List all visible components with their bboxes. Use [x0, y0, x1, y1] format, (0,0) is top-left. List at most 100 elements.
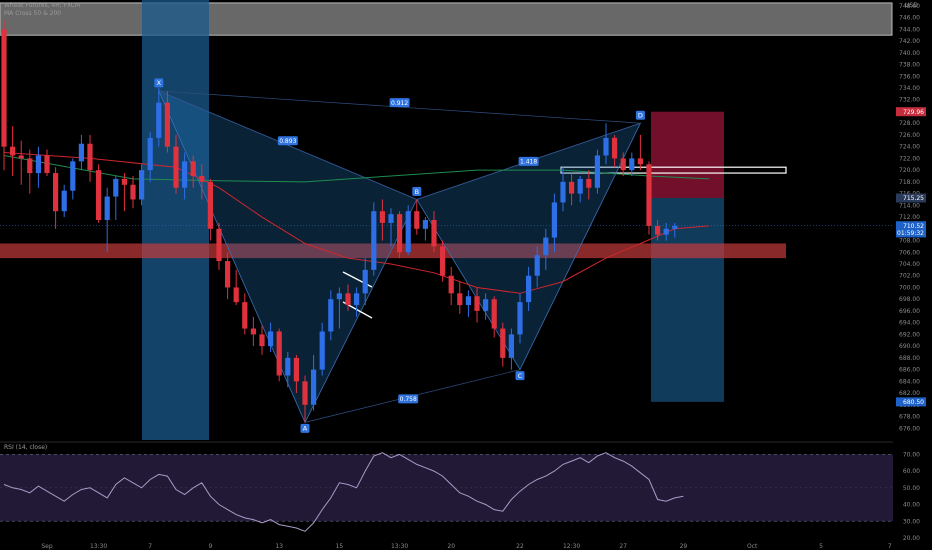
- price-marker[interactable]: [896, 397, 926, 407]
- candle-body[interactable]: [500, 328, 506, 358]
- candle-body[interactable]: [293, 357, 299, 382]
- candle-body[interactable]: [27, 158, 33, 174]
- symbol-legend[interactable]: Wheat Futures, 4H, FXCM: [4, 2, 81, 9]
- candle-body[interactable]: [311, 369, 317, 405]
- candle-body[interactable]: [431, 220, 437, 247]
- candle-body[interactable]: [173, 146, 179, 188]
- candle-body[interactable]: [53, 173, 59, 212]
- candle-body[interactable]: [336, 293, 342, 300]
- candle-body[interactable]: [388, 214, 394, 223]
- candle-body[interactable]: [259, 334, 265, 347]
- time-highlight-zone[interactable]: [142, 0, 209, 440]
- candle-body[interactable]: [637, 158, 643, 165]
- price-marker[interactable]: [896, 228, 926, 238]
- candle-body[interactable]: [465, 296, 471, 306]
- candle-body[interactable]: [96, 170, 102, 220]
- candle-body[interactable]: [354, 293, 360, 306]
- candle-body[interactable]: [328, 299, 334, 332]
- price-marker[interactable]: [896, 193, 926, 203]
- candle-body[interactable]: [551, 202, 557, 238]
- candle-body[interactable]: [655, 225, 661, 235]
- candle-body[interactable]: [104, 196, 110, 220]
- candle-body[interactable]: [362, 269, 368, 294]
- candle-body[interactable]: [302, 381, 308, 405]
- candle-body[interactable]: [121, 178, 127, 185]
- candle-body[interactable]: [620, 158, 626, 171]
- candle-body[interactable]: [78, 143, 84, 162]
- price-marker[interactable]: [896, 221, 926, 231]
- candles-layer[interactable]: [1, 20, 678, 423]
- candle-body[interactable]: [182, 161, 188, 188]
- price-tick-label: 684.00: [899, 378, 920, 385]
- indicator-legend[interactable]: MA Cross 50 & 200: [4, 10, 62, 17]
- candle-body[interactable]: [233, 287, 239, 303]
- candle-body[interactable]: [508, 334, 514, 358]
- candle-body[interactable]: [70, 161, 76, 191]
- stop-loss-zone[interactable]: [651, 111, 724, 198]
- candle-body[interactable]: [663, 228, 669, 235]
- candle-body[interactable]: [629, 158, 635, 171]
- candle-body[interactable]: [379, 211, 385, 223]
- candle-body[interactable]: [207, 181, 213, 229]
- candle-body[interactable]: [422, 220, 428, 229]
- candle-body[interactable]: [139, 170, 145, 200]
- candle-body[interactable]: [474, 296, 480, 311]
- candle-body[interactable]: [113, 178, 119, 197]
- candle-body[interactable]: [268, 331, 274, 347]
- candle-body[interactable]: [397, 214, 403, 253]
- candle-body[interactable]: [199, 176, 205, 182]
- candle-body[interactable]: [440, 246, 446, 276]
- candle-body[interactable]: [586, 178, 592, 188]
- time-axis[interactable]: Sep 13:30 7 9 13 15 13:30 20 22 12:30 27 29 Oct 5 7: [0, 541, 932, 550]
- price-tick-label: 708.00: [899, 238, 920, 245]
- candle-body[interactable]: [646, 164, 652, 226]
- candle-body[interactable]: [147, 137, 153, 171]
- candle-body[interactable]: [345, 293, 351, 306]
- rsi-legend[interactable]: RSI (14, close): [4, 444, 48, 451]
- candle-body[interactable]: [87, 143, 93, 171]
- candle-body[interactable]: [612, 137, 618, 159]
- candle-body[interactable]: [534, 255, 540, 276]
- candle-body[interactable]: [285, 357, 291, 376]
- candle-body[interactable]: [526, 275, 532, 303]
- candle-body[interactable]: [491, 299, 497, 329]
- candle-body[interactable]: [543, 237, 549, 256]
- candle-body[interactable]: [190, 161, 196, 176]
- candle-body[interactable]: [405, 211, 411, 253]
- candle-body[interactable]: [569, 181, 575, 194]
- candle-body[interactable]: [560, 181, 566, 203]
- price-marker[interactable]: [896, 107, 926, 117]
- candle-body[interactable]: [164, 102, 170, 147]
- candle-body[interactable]: [10, 146, 16, 156]
- top-box[interactable]: [0, 2, 893, 36]
- candle-body[interactable]: [61, 190, 67, 212]
- candle-body[interactable]: [603, 137, 609, 156]
- candle-body[interactable]: [156, 102, 162, 138]
- candle-body[interactable]: [35, 155, 41, 174]
- candle-body[interactable]: [276, 331, 282, 376]
- candle-body[interactable]: [1, 29, 7, 147]
- candle-body[interactable]: [594, 155, 600, 188]
- take-profit-zone[interactable]: [651, 198, 724, 402]
- candle-body[interactable]: [242, 302, 248, 329]
- candle-body[interactable]: [371, 211, 377, 270]
- candle-body[interactable]: [44, 155, 50, 174]
- rsi-pane[interactable]: [0, 441, 932, 532]
- candle-body[interactable]: [457, 293, 463, 306]
- candle-body[interactable]: [250, 328, 256, 335]
- support-band[interactable]: [0, 243, 786, 259]
- candle-body[interactable]: [414, 211, 420, 229]
- candle-body[interactable]: [672, 225, 678, 229]
- candle-body[interactable]: [18, 155, 24, 159]
- candle-body[interactable]: [483, 299, 489, 311]
- candle-body[interactable]: [577, 178, 583, 194]
- candle-body[interactable]: [216, 228, 222, 262]
- candle-body[interactable]: [319, 331, 325, 370]
- candle-body[interactable]: [448, 275, 454, 294]
- candle-body[interactable]: [130, 184, 136, 200]
- price-axis[interactable]: 676.00678.00680.00682.00684.00686.00688.…: [893, 0, 932, 550]
- candle-body[interactable]: [517, 302, 523, 335]
- candle-body[interactable]: [225, 261, 231, 288]
